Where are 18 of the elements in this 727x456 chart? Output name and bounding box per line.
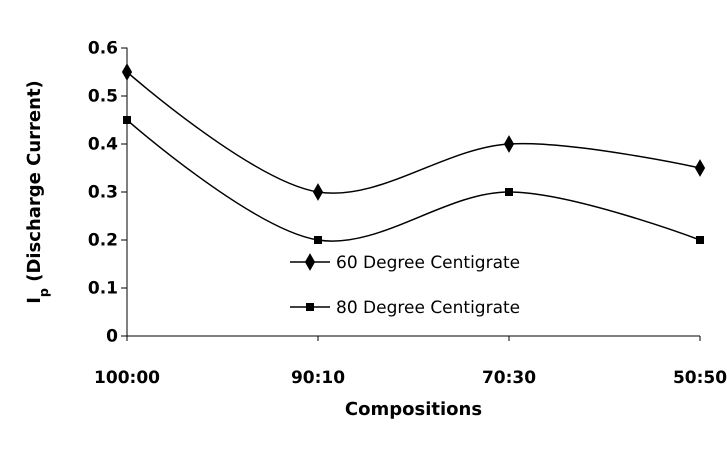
x-tick-label: 50:50 [672,368,727,388]
y-tick-label: 0.4 [88,134,118,154]
legend-label: 80 Degree Centigrate [336,298,520,318]
y-tick-label: 0 [106,326,118,346]
x-tick-label: 100:00 [94,368,160,388]
legend-label: 60 Degree Centigrate [336,253,520,273]
y-tick-label: 0.3 [88,182,118,202]
point [314,236,322,244]
y-tick-label: 0.6 [88,38,118,58]
x-axis-title: Compositions [344,399,482,420]
y-tick-label: 0.1 [88,278,118,298]
point [123,116,131,124]
point [505,188,513,196]
x-tick-label: 90:10 [290,368,346,388]
y-tick-label: 0.2 [88,230,118,250]
point [696,236,704,244]
x-tick-label: 70:30 [482,368,536,388]
y-tick-label: 0.5 [88,86,118,106]
